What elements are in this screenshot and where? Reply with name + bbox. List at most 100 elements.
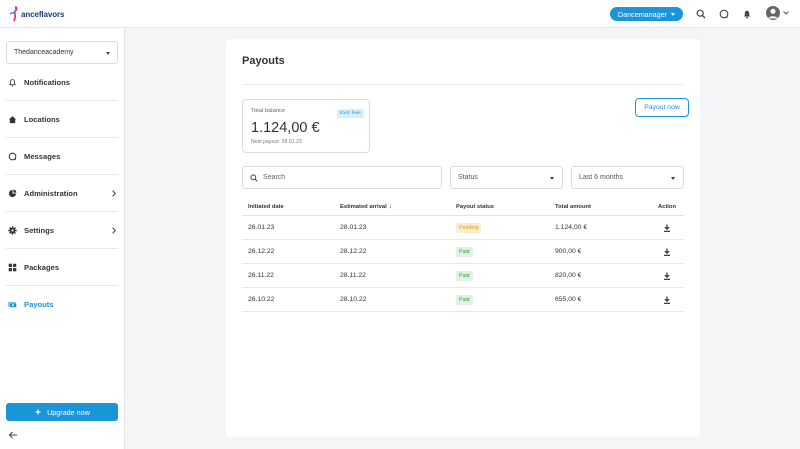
academy-select-value: Thedanceacademy	[14, 49, 74, 56]
fees-badge: Excl. fees	[337, 109, 364, 118]
cell-estimated-arrival: 28.12.22	[340, 248, 367, 255]
bell-icon[interactable]	[741, 8, 753, 20]
cash-icon	[8, 300, 17, 309]
bell-icon	[8, 78, 17, 87]
header-estimated-arrival[interactable]: Estimated arrival ↓	[340, 199, 456, 215]
search-placeholder: Search	[263, 174, 286, 181]
cell-initiated-date: 26.12.22	[248, 248, 275, 255]
avatar-icon	[768, 8, 778, 19]
header-initiated-date[interactable]: Initiated date	[248, 204, 284, 210]
status-filter-value: Status	[458, 174, 478, 181]
chevron-down-icon[interactable]	[783, 11, 789, 15]
cell-action	[650, 288, 684, 311]
home-icon	[8, 115, 17, 124]
user-avatar[interactable]	[766, 6, 780, 20]
brand-logo[interactable]: anceflavors	[8, 6, 64, 22]
sparkle-icon	[34, 408, 42, 416]
sidebar-item-label: Notifications	[24, 78, 70, 87]
table-row: 26.01.23 28.01.23 Pending 1.124,00 €	[242, 216, 684, 240]
cell-total-amount: 820,00 €	[555, 272, 582, 279]
sidebar-item-label: Settings	[24, 226, 54, 235]
sidebar-item-messages[interactable]: Messages	[0, 138, 125, 175]
caret-down-icon	[671, 177, 675, 180]
cell-action	[650, 216, 684, 239]
academy-select[interactable]: Thedanceacademy	[6, 41, 118, 64]
sidebar: Thedanceacademy Notifications Locations …	[0, 28, 125, 449]
cell-total-amount: 900,00 €	[555, 248, 582, 255]
cell-estimated-arrival: 28.01.23	[340, 224, 367, 231]
header-total-amount[interactable]: Total amount	[555, 204, 591, 210]
status-badge: Paid	[456, 294, 473, 305]
status-badge: Pending	[456, 222, 482, 233]
upgrade-label: Upgrade now	[47, 407, 90, 417]
status-filter-select[interactable]: Status	[450, 166, 563, 189]
chat-icon	[8, 152, 17, 161]
top-bar: anceflavors Dancemanager	[0, 0, 800, 28]
cell-action	[650, 264, 684, 287]
table-header: Initiated date Estimated arrival ↓ Payou…	[242, 199, 684, 216]
search-icon	[250, 173, 258, 182]
chevron-right-icon	[112, 227, 116, 234]
header-payout-status[interactable]: Payout status	[456, 204, 495, 210]
cell-initiated-date: 26.11.22	[248, 272, 274, 279]
header-estimated-arrival-label: Estimated arrival	[340, 204, 387, 210]
grid-icon	[8, 263, 17, 272]
download-icon[interactable]	[663, 224, 671, 232]
sidebar-item-label: Payouts	[24, 300, 54, 309]
cell-initiated-date: 26.10.22	[248, 296, 275, 303]
sidebar-item-settings[interactable]: Settings	[0, 212, 125, 249]
table-row: 26.12.22 28.12.22 Paid 900,00 €	[242, 240, 684, 264]
chat-icon[interactable]	[718, 8, 730, 20]
balance-card: Total balance Excl. fees 1.124,00 € Next…	[242, 99, 370, 153]
table-row: 26.11.22 28.11.22 Paid 820,00 €	[242, 264, 684, 288]
next-payout-text: Next payout: 28.01.23	[251, 139, 302, 145]
status-badge: Paid	[456, 270, 473, 281]
sidebar-item-notifications[interactable]: Notifications	[0, 64, 125, 101]
cell-status: Pending	[456, 216, 555, 239]
cell-estimated-arrival: 28.11.22	[340, 272, 366, 279]
cell-initiated-date: 26.01.23	[248, 224, 275, 231]
payouts-table: Initiated date Estimated arrival ↓ Payou…	[242, 199, 684, 312]
brand-name: anceflavors	[21, 9, 65, 19]
table-row: 26.10.22 28.10.22 Paid 655,00 €	[242, 288, 684, 312]
dancer-logo-icon	[9, 6, 18, 22]
chevron-right-icon	[112, 190, 116, 197]
search-icon[interactable]	[695, 8, 707, 20]
cell-total-amount: 655,00 €	[555, 296, 582, 303]
sort-down-icon: ↓	[388, 204, 392, 210]
gear-icon	[8, 226, 17, 235]
search-input[interactable]: Search	[242, 166, 442, 189]
balance-label: Total balance	[251, 108, 286, 114]
header-action: Action	[657, 204, 677, 210]
caret-down-icon	[106, 52, 110, 55]
sidebar-item-label: Administration	[24, 189, 78, 198]
caret-down-icon	[671, 12, 676, 16]
page-title: Payouts	[242, 55, 285, 67]
download-icon[interactable]	[663, 296, 671, 304]
upgrade-button[interactable]: Upgrade now	[6, 403, 118, 421]
sidebar-item-administration[interactable]: Administration	[0, 175, 125, 212]
cell-estimated-arrival: 28.10.22	[340, 296, 367, 303]
sidebar-item-payouts[interactable]: Payouts	[0, 286, 125, 323]
payouts-card: Payouts Total balance Excl. fees 1.124,0…	[226, 39, 700, 437]
caret-down-icon	[550, 177, 554, 180]
payout-now-button[interactable]: Payout now	[635, 98, 689, 117]
arrow-left-icon[interactable]	[8, 430, 18, 440]
status-badge: Paid	[456, 246, 473, 257]
role-switch-button[interactable]: Dancemanager	[610, 7, 683, 21]
period-filter-value: Last 6 months	[579, 174, 623, 181]
cell-total-amount: 1.124,00 €	[555, 224, 588, 231]
sidebar-item-label: Packages	[24, 263, 60, 272]
period-filter-select[interactable]: Last 6 months	[571, 166, 684, 189]
download-icon[interactable]	[663, 248, 671, 256]
sidebar-item-label: Messages	[24, 152, 61, 161]
cell-status: Paid	[456, 264, 555, 287]
sidebar-item-locations[interactable]: Locations	[0, 101, 125, 138]
download-icon[interactable]	[663, 272, 671, 280]
cell-status: Paid	[456, 288, 555, 311]
role-label: Dancemanager	[617, 9, 668, 19]
balance-amount: 1.124,00 €	[251, 120, 320, 136]
sidebar-item-packages[interactable]: Packages	[0, 249, 125, 286]
sidebar-item-label: Locations	[24, 115, 60, 124]
sidebar-nav: Notifications Locations Messages Adminis…	[0, 64, 125, 323]
